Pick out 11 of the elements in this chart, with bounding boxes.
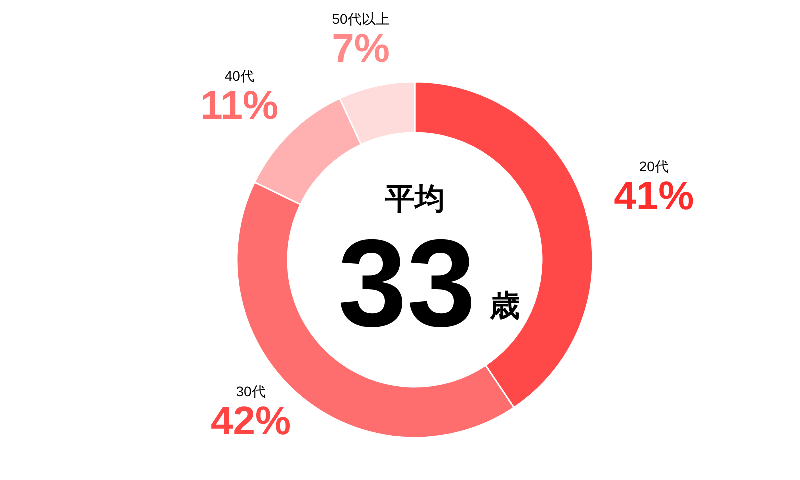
data-label: 41%	[614, 174, 694, 218]
data-label: 7%	[332, 27, 390, 72]
slice-label: 40代	[224, 68, 254, 84]
data-label: 42%	[210, 399, 292, 444]
slice-label: 50代以上	[332, 11, 390, 28]
slice-label: 30代	[236, 383, 266, 400]
text: 33	[338, 215, 476, 353]
data-label: 11%	[200, 84, 279, 128]
text: 平均	[384, 183, 445, 216]
slice-label: 20代	[639, 158, 669, 174]
text: 歳	[489, 290, 520, 323]
